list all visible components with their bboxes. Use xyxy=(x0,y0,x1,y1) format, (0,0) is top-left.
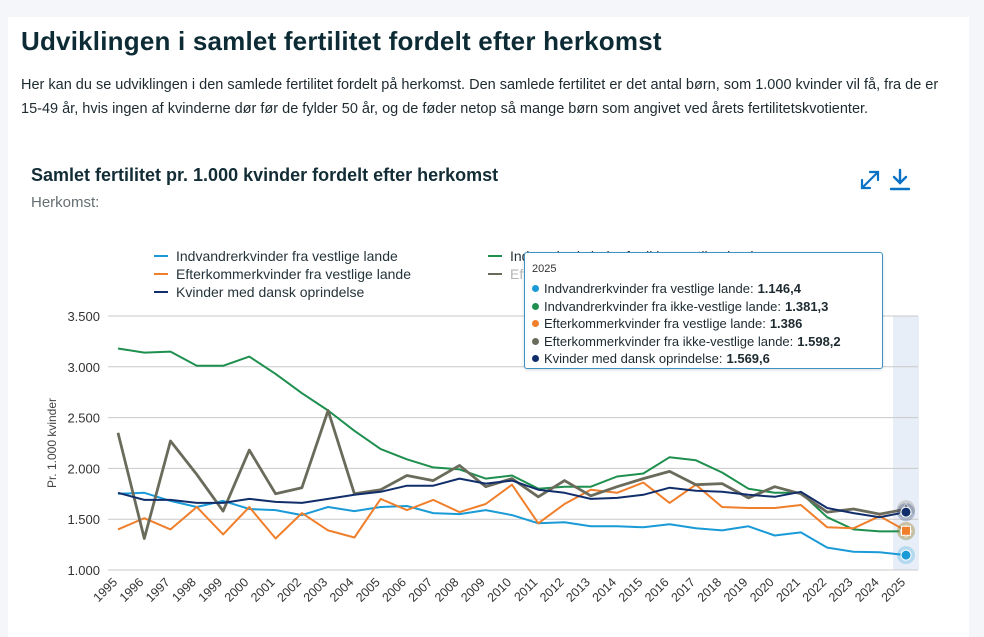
x-tick-label: 2001 xyxy=(248,575,278,605)
legend-swatch xyxy=(154,291,168,293)
chart-title: Samlet fertilitet pr. 1.000 kvinder ford… xyxy=(31,165,499,185)
legend-item[interactable]: Indvandrerkvinder fra vestlige lande xyxy=(154,248,398,264)
tooltip-dot xyxy=(532,320,539,327)
tooltip-value: 1.381,3 xyxy=(785,298,829,314)
y-tick-label: 2.000 xyxy=(67,461,100,476)
x-tick-label: 2015 xyxy=(616,575,646,605)
tooltip-dot xyxy=(532,302,539,310)
page-title: Udviklingen i samlet fertilitet fordelt … xyxy=(21,26,662,56)
x-tick-label: 2002 xyxy=(274,575,304,605)
x-tick-label: 2012 xyxy=(537,575,567,605)
filter-label: Herkomst: xyxy=(31,194,100,211)
tooltip-value: 1.569,6 xyxy=(726,351,770,366)
x-tick-label: 1999 xyxy=(196,575,226,605)
data-point[interactable] xyxy=(900,506,912,518)
tooltip-dot xyxy=(532,355,539,362)
y-tick-label: 3.500 xyxy=(67,309,100,324)
x-tick-label: 2021 xyxy=(773,575,803,605)
data-point[interactable] xyxy=(900,549,912,561)
tooltip-row: Efterkommerkvinder fra ikke-vestlige lan… xyxy=(532,334,841,349)
tooltip-value: 1.386 xyxy=(769,316,803,331)
tooltip-row: Indvandrerkvinder fra vestlige lande: 1.1… xyxy=(532,281,801,296)
legend-swatch xyxy=(488,255,502,257)
data-point[interactable] xyxy=(901,525,911,536)
y-tick-label: 1.500 xyxy=(67,512,100,527)
legend-item[interactable]: Kvinder med dansk oprindelse xyxy=(154,284,364,300)
x-tick-label: 2009 xyxy=(458,575,488,605)
series-line[interactable] xyxy=(117,477,907,519)
legend-label: Efterkommerkvinder fra vestlige lande xyxy=(176,266,411,282)
x-tick-label: 2004 xyxy=(327,575,357,605)
series-line[interactable] xyxy=(117,481,907,540)
tooltip-label: Indvandrerkvinder fra ikke-vestlige land… xyxy=(544,298,782,314)
tooltip-dot xyxy=(532,285,539,292)
x-tick-label: 2005 xyxy=(353,575,383,605)
download-icon[interactable] xyxy=(887,167,913,193)
x-tick-label: 2016 xyxy=(642,575,672,605)
tooltip-label: Indvandrerkvinder fra vestlige lande: xyxy=(544,281,754,296)
legend-swatch xyxy=(488,273,502,275)
x-tick-label: 2011 xyxy=(511,575,540,604)
x-tick-label: 2022 xyxy=(800,575,830,605)
series-line[interactable] xyxy=(116,409,907,540)
tooltip-year: 2025 xyxy=(532,263,557,275)
y-tick-label: 2.500 xyxy=(67,411,100,426)
y-tick-label: 3.000 xyxy=(67,360,100,375)
x-tick-label: 2018 xyxy=(695,575,725,605)
tooltip-label: Efterkommerkvinder fra ikke-vestlige lan… xyxy=(544,333,794,349)
tooltip-row: Kvinder med dansk oprindelse: 1.569,6 xyxy=(532,351,770,366)
x-tick-label: 2020 xyxy=(747,575,777,605)
x-tick-label: 2023 xyxy=(826,575,856,605)
x-tick-label: 1997 xyxy=(143,575,173,605)
x-tick-label: 2014 xyxy=(590,575,620,605)
line-chart: 1.000 1.500 2.000 2.500 3.000 3.500 Pr. 1.000 … xyxy=(45,309,919,605)
x-tick-label: 2024 xyxy=(852,575,882,605)
y-tick-label: 1.000 xyxy=(67,563,100,578)
legend-swatch xyxy=(154,255,168,257)
tooltip: 2025 Indvandrerkvinder fra vestlige land… xyxy=(524,252,883,369)
series-line[interactable] xyxy=(117,347,907,533)
legend-swatch xyxy=(154,273,168,275)
expand-icon[interactable] xyxy=(857,167,883,193)
legend-label: Kvinder med dansk oprindelse xyxy=(176,284,365,300)
x-tick-label: 2000 xyxy=(222,575,252,605)
x-tick-label: 1995 xyxy=(91,575,121,605)
tooltip-row: Indvandrerkvinder fra ikke-vestlige land… xyxy=(532,299,828,314)
y-axis-label: Pr. 1.000 kvinder xyxy=(45,398,59,488)
x-tick-label: 1996 xyxy=(117,575,147,605)
x-tick-label: 2006 xyxy=(379,575,409,605)
x-tick-label: 2019 xyxy=(721,575,751,605)
legend-item[interactable]: Efterkommerkvinder fra vestlige lande xyxy=(154,266,411,282)
x-tick-label: 2003 xyxy=(301,575,331,605)
x-tick-label: 2010 xyxy=(485,575,515,605)
tooltip-label: Kvinder med dansk oprindelse: xyxy=(544,351,723,366)
x-tick-label: 2013 xyxy=(563,575,593,605)
intro-text: Her kan du se udviklingen i den samlede … xyxy=(21,77,939,117)
tooltip-row: Efterkommerkvinder fra vestlige lande: 1.… xyxy=(532,316,802,331)
x-tick-label: 2017 xyxy=(668,575,698,605)
tooltip-value: 1.146,4 xyxy=(757,281,801,296)
legend-label: Indvandrerkvinder fra vestlige lande xyxy=(176,248,398,264)
x-tick-label: 2007 xyxy=(406,575,436,605)
x-tick-label: 2008 xyxy=(432,575,462,605)
x-tick-label: 1998 xyxy=(169,575,199,605)
series-line[interactable] xyxy=(117,491,907,557)
x-tick-label: 2025 xyxy=(879,575,909,605)
tooltip-value: 1.598,2 xyxy=(797,333,841,349)
tooltip-dot xyxy=(532,337,539,345)
tooltip-label: Efterkommerkvinder fra vestlige lande: xyxy=(544,316,766,331)
